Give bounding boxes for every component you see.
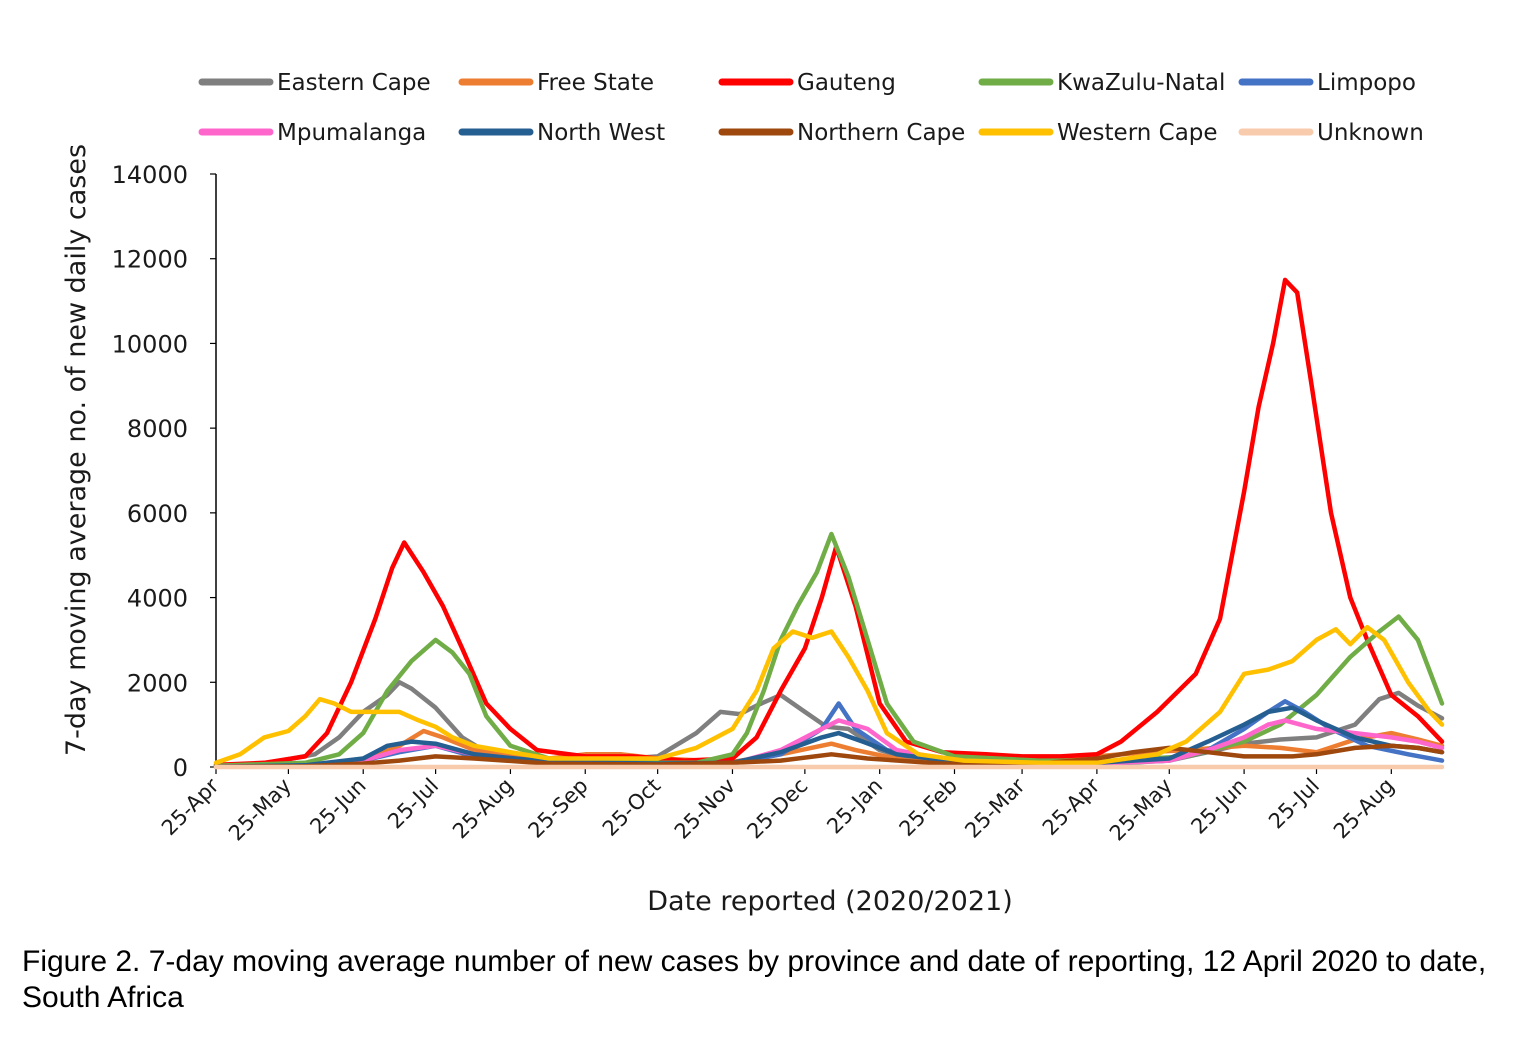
x-tick-label: 25-Nov <box>670 774 740 844</box>
x-tick-label: 25-Dec <box>742 774 812 844</box>
legend-label: Eastern Cape <box>277 70 431 96</box>
legend-item: Northern Cape <box>718 120 965 146</box>
x-tick-label: 25-Jun <box>1186 774 1251 839</box>
legend-item: North West <box>458 120 665 146</box>
x-tick-label: 25-Feb <box>895 774 963 842</box>
legend-label: Northern Cape <box>797 120 965 146</box>
legend-item: Mpumalanga <box>198 120 426 146</box>
legend: Eastern Cape Free State Gauteng KwaZulu-Nat… <box>198 70 1424 146</box>
series-line-gauteng <box>213 277 1445 768</box>
x-tick-label: 25-Apr <box>157 773 224 840</box>
series-line-northern-cape <box>213 743 1445 770</box>
y-tick-label: 10000 <box>112 330 188 358</box>
x-tick-label: 25-Aug <box>1329 774 1399 844</box>
series-line-kwazulu-natal <box>213 531 1445 768</box>
legend-label: Free State <box>537 70 654 96</box>
plot-area <box>213 277 1445 770</box>
x-tick-label: 25-Jul <box>1264 774 1324 834</box>
series-line-north-west <box>213 705 1445 770</box>
legend-label: Western Cape <box>1057 120 1218 146</box>
chart: Eastern Cape Free State Gauteng KwaZulu-Nat… <box>61 70 1445 917</box>
legend-item: Western Cape <box>978 120 1218 146</box>
legend-item: Limpopo <box>1238 70 1416 96</box>
x-tick-label: 25-Jul <box>383 774 443 834</box>
y-tick-label: 6000 <box>127 500 188 528</box>
x-tick-label: 25-Oct <box>598 774 665 841</box>
series-line-free-state <box>213 728 1445 769</box>
legend-label: Unknown <box>1317 120 1424 146</box>
line-chart: Eastern Cape Free State Gauteng KwaZulu-Nat… <box>61 70 1445 917</box>
legend-label: Limpopo <box>1317 70 1416 96</box>
x-tick-label: 25-May <box>1105 774 1177 846</box>
y-tick-label: 2000 <box>127 669 188 697</box>
legend-item: Free State <box>458 70 654 96</box>
legend-label: KwaZulu-Natal <box>1057 70 1225 96</box>
legend-label: North West <box>537 120 665 146</box>
y-tick-label: 14000 <box>112 161 188 189</box>
x-axis: 25-Apr 25-May 25-Jun 25-Jul 25-Aug 25-Sep 25-O… <box>157 766 1442 846</box>
legend-item: Gauteng <box>718 70 896 96</box>
legend-item: Eastern Cape <box>198 70 431 96</box>
legend-item: Unknown <box>1238 120 1424 146</box>
x-tick-label: 25-Aug <box>448 774 518 844</box>
y-axis: 0 2000 4000 6000 8000 10000 12000 14000 <box>112 161 217 782</box>
y-tick-label: 12000 <box>112 246 188 274</box>
x-tick-label: 25-Mar <box>960 773 1029 842</box>
y-tick-label: 0 <box>173 754 188 782</box>
legend-label: Mpumalanga <box>277 120 426 146</box>
x-tick-label: 25-Jan <box>822 774 887 839</box>
x-tick-label: 25-May <box>224 774 296 846</box>
x-tick-label: 25-Apr <box>1038 773 1105 840</box>
y-tick-label: 4000 <box>127 585 188 613</box>
figure-caption: Figure 2. 7-day moving average number of… <box>22 945 1487 1014</box>
x-tick-label: 25-Jun <box>305 774 370 839</box>
x-tick-label: 25-Sep <box>524 774 593 843</box>
x-axis-title: Date reported (2020/2021) <box>647 886 1013 917</box>
y-axis-title: 7-day moving average no. of new daily ca… <box>61 144 92 756</box>
legend-item: KwaZulu-Natal <box>978 70 1225 96</box>
legend-label: Gauteng <box>797 70 896 96</box>
series-line-western-cape <box>213 624 1445 766</box>
y-tick-label: 8000 <box>127 415 188 443</box>
